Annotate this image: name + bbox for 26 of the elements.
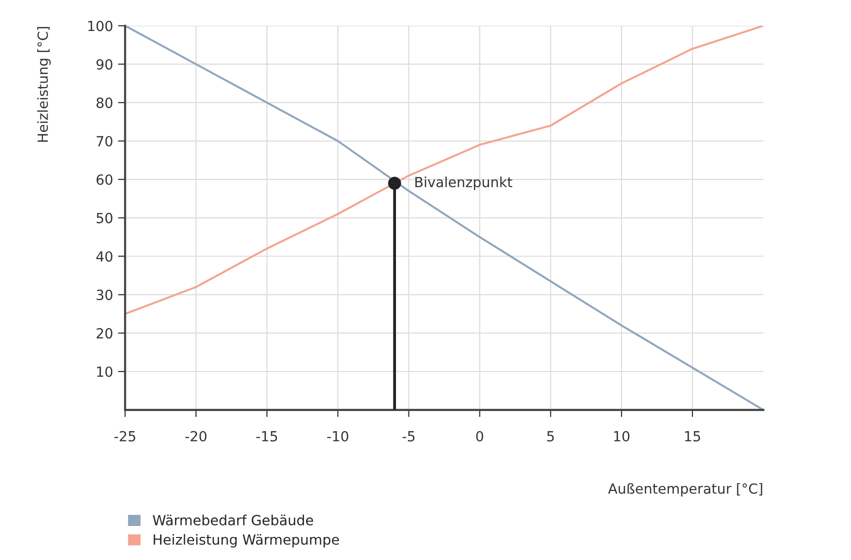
legend-label: Wärmebedarf Gebäude — [152, 514, 314, 526]
y-tick-label: 40 — [96, 251, 112, 262]
y-tick-label: 60 — [96, 174, 112, 185]
y-axis-title: Heizleistung [°C] — [37, 26, 51, 142]
y-tick-label: 20 — [96, 328, 112, 339]
y-tick-label: 90 — [96, 59, 112, 70]
x-tick-label: 10 — [614, 431, 630, 442]
y-tick-label: 30 — [96, 290, 112, 300]
x-tick-label: -25 — [114, 431, 136, 442]
line-series — [125, 26, 764, 315]
x-axis-title: Außentemperatur [°C] — [608, 483, 762, 497]
line-series — [125, 26, 764, 410]
x-tick-label: 0 — [476, 431, 484, 442]
x-tick-label: -20 — [185, 431, 206, 442]
y-tick-label: 80 — [96, 98, 112, 108]
x-tick-label: -10 — [327, 431, 348, 442]
y-tick-label: 100 — [88, 20, 112, 32]
x-tick-label: -15 — [256, 431, 278, 442]
legend-label: Heizleistung Wärmepumpe — [154, 534, 339, 548]
y-tick-label: 50 — [96, 212, 112, 224]
y-tick-label: 10 — [97, 366, 112, 377]
annotation: Bivalenzpunkt — [415, 176, 512, 190]
x-tick-label: 5 — [547, 431, 554, 442]
x-tick-label: -5 — [402, 431, 414, 442]
y-tick-label: 70 — [96, 136, 112, 146]
x-tick-label: 15 — [685, 431, 700, 442]
